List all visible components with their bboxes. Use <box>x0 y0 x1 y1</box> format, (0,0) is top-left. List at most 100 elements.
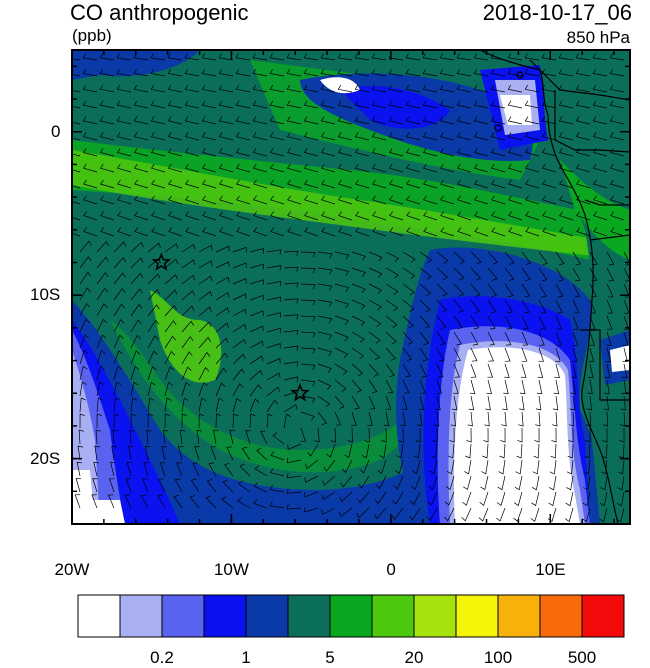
wind-barb <box>304 475 319 483</box>
wind-barb <box>134 211 149 221</box>
wind-barb <box>116 132 132 141</box>
wind-barb <box>181 320 195 333</box>
station-markers <box>151 252 310 402</box>
wind-barb <box>453 267 465 281</box>
wind-barb <box>371 163 387 173</box>
wind-barb <box>521 251 532 266</box>
x-tick-label: 20W <box>54 560 90 579</box>
wind-barb <box>72 185 81 189</box>
wind-barb <box>269 163 285 173</box>
wind-barb <box>126 462 133 477</box>
wind-barb <box>334 411 342 426</box>
wind-barb <box>402 267 416 280</box>
wind-barb <box>351 299 366 310</box>
wind-barb <box>283 282 299 288</box>
wind-barb <box>130 319 142 333</box>
wind-barb <box>147 397 155 413</box>
wind-barb <box>468 395 475 411</box>
wind-barb <box>266 357 281 365</box>
wind-barb <box>357 491 370 504</box>
wind-barb <box>524 116 540 125</box>
wind-barb <box>623 251 630 266</box>
wind-barb <box>232 339 247 349</box>
wind-barb <box>76 461 83 477</box>
wind-barb <box>147 273 161 285</box>
wind-barb <box>368 251 383 262</box>
wind-barb <box>575 53 591 61</box>
wind-barb <box>72 201 81 205</box>
wind-barb <box>222 479 234 493</box>
wind-barb <box>235 116 251 125</box>
wind-barb <box>538 347 544 362</box>
wind-barb <box>487 331 495 346</box>
wind-barb <box>564 507 574 523</box>
wind-barb <box>113 350 123 365</box>
wind-barb <box>158 478 166 493</box>
wind-barb <box>283 345 299 352</box>
wind-barb <box>481 459 489 475</box>
wind-barb <box>266 327 281 334</box>
wind-barb <box>147 242 161 253</box>
wind-barb <box>601 443 608 459</box>
wind-barb <box>457 179 472 189</box>
wind-barb <box>606 251 615 266</box>
wind-barb <box>130 397 138 413</box>
wind-barb <box>513 507 523 522</box>
wind-barb <box>210 446 217 461</box>
wind-barb <box>409 507 421 521</box>
wind-barb <box>340 475 353 488</box>
colorbar-box <box>371 594 415 638</box>
wind-barb <box>304 195 319 205</box>
wind-barb <box>286 472 302 479</box>
wind-barb <box>100 195 115 205</box>
wind-barb <box>143 462 149 477</box>
wind-barb <box>320 53 336 61</box>
wind-barb <box>427 491 438 506</box>
wind-barb <box>604 363 611 379</box>
wind-barb <box>215 413 222 429</box>
wind-barb <box>483 427 489 443</box>
wind-barb <box>524 53 540 61</box>
wind-barb <box>317 363 332 373</box>
wind-barb <box>347 427 353 443</box>
wind-barb <box>317 379 332 390</box>
wind-barb <box>606 299 613 314</box>
wind-barb <box>130 381 139 397</box>
wind-barb <box>368 283 383 295</box>
wind-barb <box>575 84 591 93</box>
wind-barb <box>592 69 608 77</box>
wind-barb <box>198 291 213 301</box>
wind-barb <box>355 179 370 189</box>
wind-barb <box>266 249 282 255</box>
wind-barb <box>406 195 421 205</box>
wind-barb <box>167 84 183 93</box>
wind-barb <box>300 283 316 290</box>
wind-barb <box>473 163 489 173</box>
wind-barb <box>198 306 212 317</box>
wind-barb <box>479 491 489 506</box>
wind-barb <box>113 334 124 349</box>
wind-barb <box>232 383 244 397</box>
wind-barb <box>609 100 625 109</box>
wind-barb <box>117 195 132 205</box>
wind-barb <box>79 287 91 301</box>
wind-barb <box>184 132 200 141</box>
wind-barb <box>541 53 557 61</box>
wind-barb <box>72 74 81 77</box>
wind-barbs <box>72 53 630 523</box>
wind-barb <box>232 246 247 253</box>
y-tick-label: 0 <box>51 121 61 141</box>
wind-barb <box>533 443 540 459</box>
wind-barb <box>167 53 183 61</box>
wind-barb <box>113 381 122 397</box>
wind-barb <box>457 195 472 205</box>
wind-barb <box>286 488 302 494</box>
wind-barb <box>610 227 625 237</box>
wind-barb <box>606 315 613 330</box>
wind-barb <box>189 495 200 509</box>
wind-barb <box>555 315 563 330</box>
wind-barb <box>164 335 176 349</box>
wind-barb <box>303 53 319 61</box>
wind-barb <box>521 331 529 346</box>
wind-barb <box>623 267 630 282</box>
